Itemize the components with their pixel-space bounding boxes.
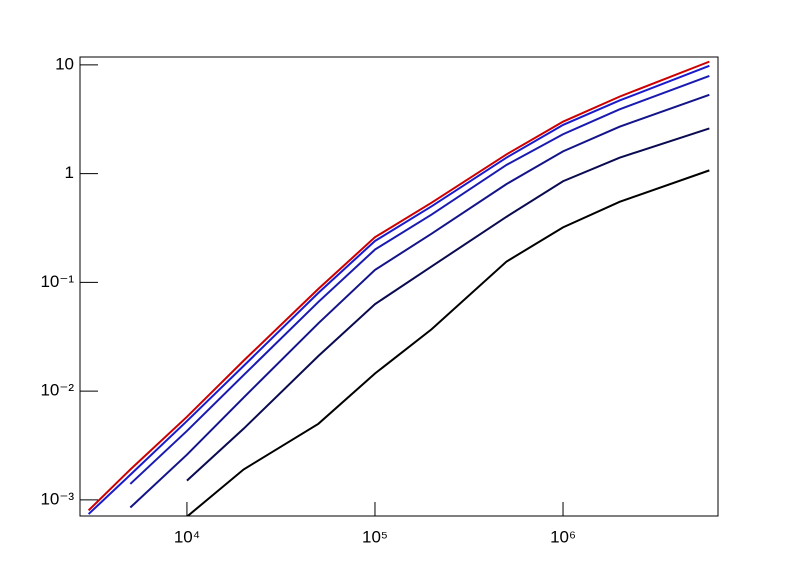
plot-area (87, 60, 710, 516)
y-tick-label: 10 (55, 54, 74, 73)
y-tick-label: 10⁻² (40, 381, 74, 400)
series-line (186, 127, 710, 482)
y-tick-label: 10⁻¹ (40, 272, 74, 291)
plot-frame (79, 56, 719, 517)
y-tick-label: 10⁻³ (40, 489, 74, 508)
x-tick-label: 10⁶ (550, 527, 576, 546)
series-line (87, 64, 710, 515)
x-tick-label: 10⁵ (362, 527, 388, 546)
y-tick-label: 1 (65, 163, 74, 182)
series-line (186, 169, 710, 516)
series-line (87, 60, 710, 512)
series-line (129, 75, 710, 485)
x-tick-label: 10⁴ (174, 527, 200, 546)
series-line (129, 93, 710, 509)
